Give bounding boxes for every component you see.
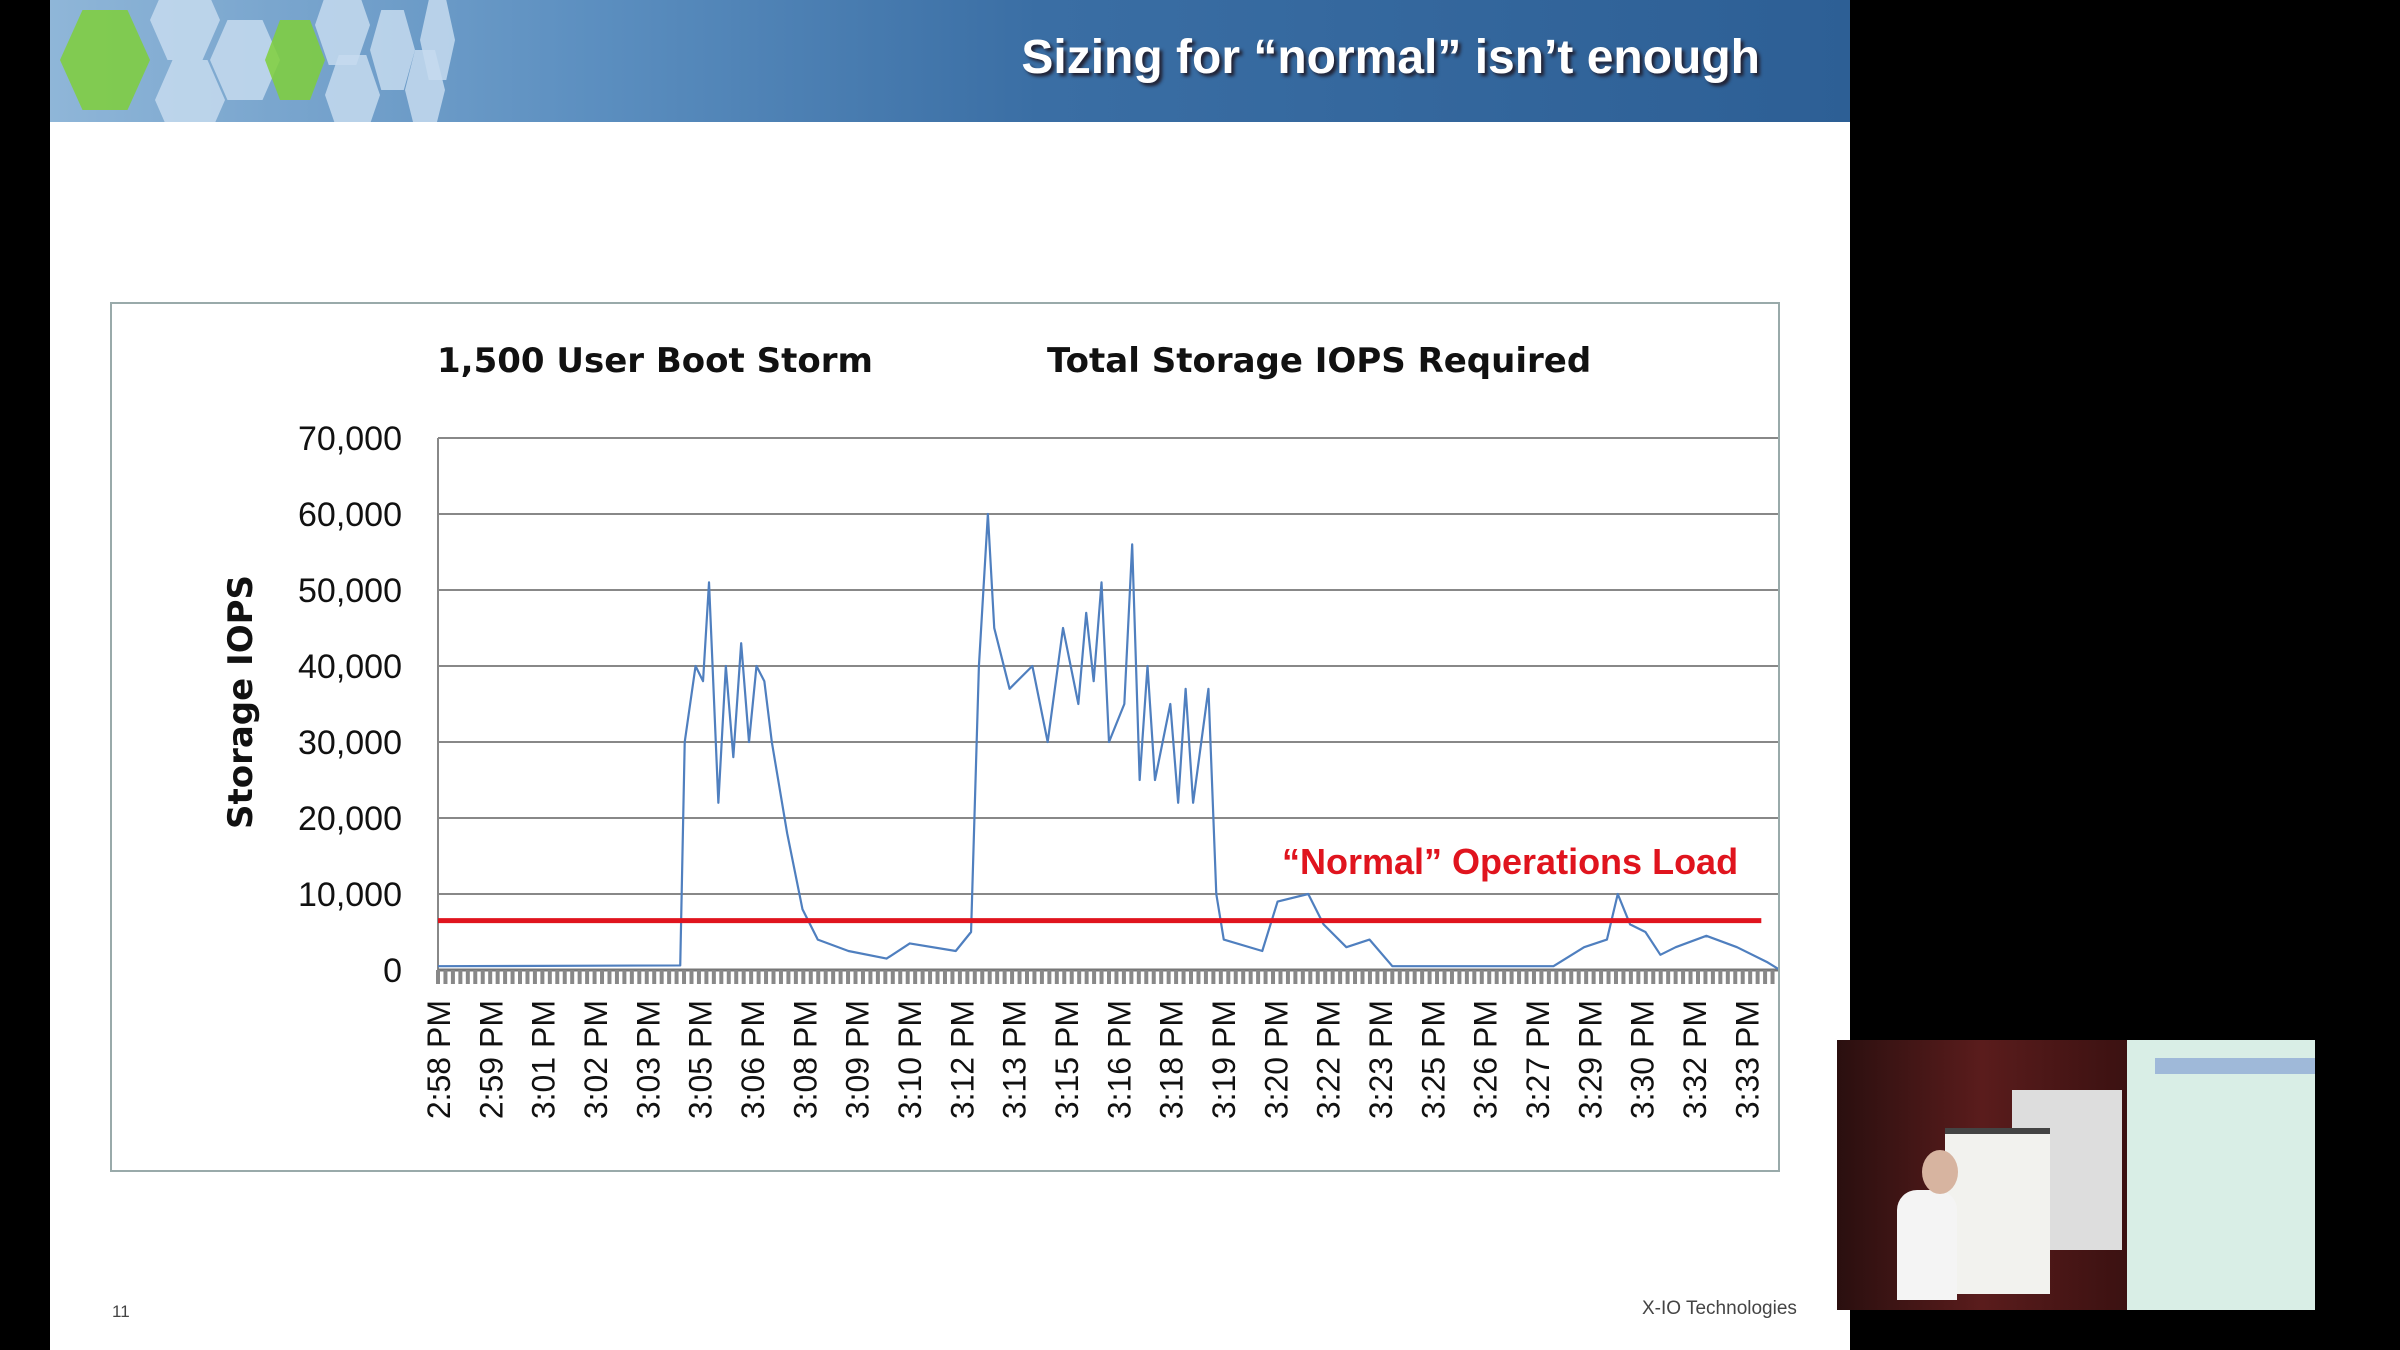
- hexagon-decoration: [370, 10, 415, 90]
- presenter-head: [1922, 1150, 1958, 1194]
- hexagon-decoration: [265, 20, 325, 100]
- x-tick-label: 3:06 PM: [735, 1000, 771, 1119]
- x-tick-label: 3:15 PM: [1049, 1000, 1085, 1119]
- x-tick-label: 3:10 PM: [892, 1000, 928, 1119]
- y-axis-title: Storage IOPS: [221, 575, 261, 829]
- x-tick-label: 3:13 PM: [997, 1000, 1033, 1119]
- x-tick-label: 3:03 PM: [630, 1000, 666, 1119]
- y-tick-label: 20,000: [298, 800, 402, 838]
- hexagon-decoration: [325, 55, 380, 122]
- hexagon-decoration: [150, 0, 220, 60]
- x-tick-label: 3:23 PM: [1363, 1000, 1399, 1119]
- x-tick-label: 3:20 PM: [1258, 1000, 1294, 1119]
- x-tick-label: 3:01 PM: [526, 1000, 562, 1119]
- hexagon-decoration: [60, 10, 150, 110]
- x-tick-label: 3:19 PM: [1206, 1000, 1242, 1119]
- hexagon-decoration: [420, 0, 455, 80]
- y-tick-label: 60,000: [298, 496, 402, 534]
- x-tick-label: 3:30 PM: [1625, 1000, 1661, 1119]
- y-tick-label: 10,000: [298, 876, 402, 914]
- x-tick-label: 3:27 PM: [1520, 1000, 1556, 1119]
- y-tick-label: 50,000: [298, 572, 402, 610]
- x-tick-label: 3:18 PM: [1154, 1000, 1190, 1119]
- x-tick-label: 3:26 PM: [1468, 1000, 1504, 1119]
- projected-slide-header: [2155, 1058, 2315, 1074]
- chart-title-right: Total Storage IOPS Required: [1047, 341, 1591, 381]
- y-tick-label: 30,000: [298, 724, 402, 762]
- x-tick-label: 3:16 PM: [1101, 1000, 1137, 1119]
- x-tick-label: 3:05 PM: [683, 1000, 719, 1119]
- y-tick-label: 40,000: [298, 648, 402, 686]
- presenter: [1897, 1190, 1957, 1300]
- x-tick-label: 2:59 PM: [473, 1000, 509, 1119]
- x-tick-label: 3:08 PM: [787, 1000, 823, 1119]
- iops-line-chart: 1,500 User Boot Storm Total Storage IOPS…: [221, 341, 1778, 1119]
- x-tick-label: 3:32 PM: [1677, 1000, 1713, 1119]
- iops-series-line: [437, 512, 1778, 971]
- x-tick-label: 3:25 PM: [1415, 1000, 1451, 1119]
- x-tick-label: 3:29 PM: [1572, 1000, 1608, 1119]
- slide-title: Sizing for “normal” isn’t enough: [1021, 31, 1760, 84]
- x-tick-label: 3:33 PM: [1729, 1000, 1765, 1119]
- x-tick-label: 3:22 PM: [1311, 1000, 1347, 1119]
- x-tick-label: 3:12 PM: [944, 1000, 980, 1119]
- y-tick-label: 70,000: [298, 420, 402, 458]
- presenter-video-inset: [1837, 1040, 2315, 1310]
- projected-slide: [2127, 1040, 2315, 1310]
- slide: Sizing for “normal” isn’t enough 1,500 U…: [50, 0, 1850, 1350]
- x-tick-label: 3:02 PM: [578, 1000, 614, 1119]
- normal-load-annotation: “Normal” Operations Load: [1282, 841, 1738, 882]
- page-number: 11: [112, 1302, 130, 1321]
- chart-frame: 1,500 User Boot Storm Total Storage IOPS…: [110, 302, 1780, 1172]
- brand-footer: X-IO Technologies: [1642, 1298, 1797, 1319]
- slide-header: Sizing for “normal” isn’t enough: [50, 0, 1850, 122]
- y-tick-label: 0: [383, 952, 402, 990]
- x-tick-label: 3:09 PM: [840, 1000, 876, 1119]
- flipchart: [1945, 1128, 2050, 1294]
- x-tick-label: 2:58 PM: [421, 1000, 457, 1119]
- chart-title-left: 1,500 User Boot Storm: [437, 341, 873, 381]
